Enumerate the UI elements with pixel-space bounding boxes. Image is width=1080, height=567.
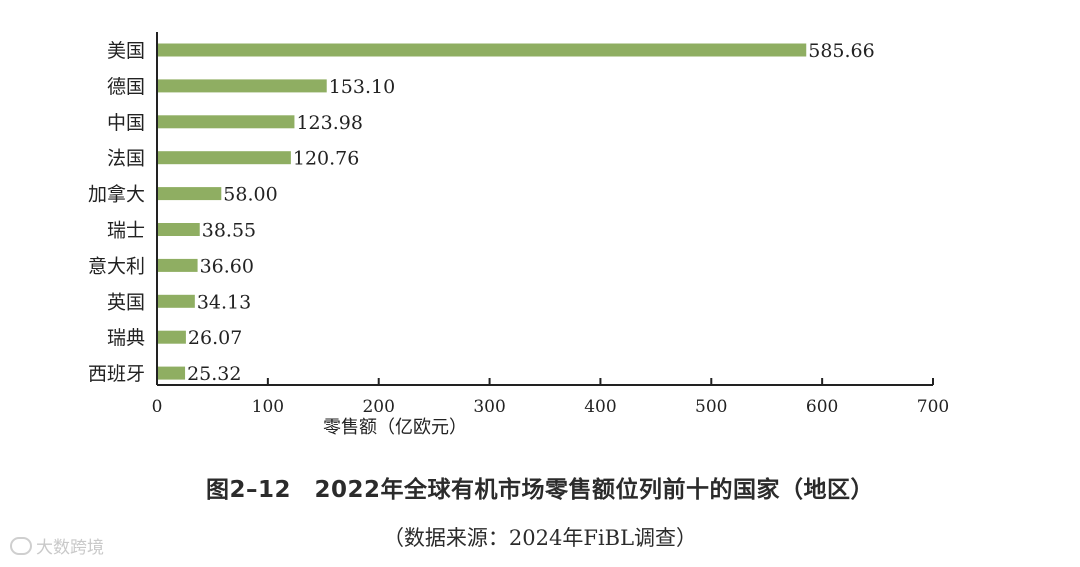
category-label: 意大利 <box>88 255 145 277</box>
bar <box>157 295 195 308</box>
category-label: 瑞士 <box>107 220 145 242</box>
x-tick-label: 600 <box>806 397 838 417</box>
category-label: 法国 <box>107 148 145 170</box>
figure-title: 图2–12 2022年全球有机市场零售额位列前十的国家（地区） <box>0 470 1080 504</box>
bar <box>157 151 291 164</box>
value-label: 120.76 <box>293 148 359 170</box>
value-label: 585.66 <box>808 40 874 62</box>
bar <box>157 44 806 57</box>
category-label: 英国 <box>107 291 145 313</box>
value-label: 25.32 <box>187 363 241 385</box>
value-label: 36.60 <box>200 255 254 277</box>
x-tick-label: 100 <box>252 397 284 417</box>
x-tick-label: 300 <box>473 397 505 417</box>
category-label: 瑞典 <box>107 327 145 349</box>
bar <box>157 367 185 380</box>
category-label: 德国 <box>107 76 145 98</box>
bar <box>157 79 327 92</box>
bar <box>157 115 294 128</box>
value-label: 34.13 <box>197 291 251 313</box>
category-label: 美国 <box>107 40 145 62</box>
figure-source: （数据来源：2024年FiBL调查） <box>0 522 1080 552</box>
x-axis-ticks: 0 100 200 300 400 500 600 700 <box>152 378 950 417</box>
x-tick-label: 400 <box>584 397 616 417</box>
logo-icon <box>10 537 32 555</box>
watermark: 大数跨境 <box>10 533 104 558</box>
category-label: 加拿大 <box>88 183 145 206</box>
bar <box>157 223 200 236</box>
x-tick-label: 200 <box>362 397 394 417</box>
x-tick-label: 500 <box>695 397 727 417</box>
bar <box>157 259 198 272</box>
category-label: 中国 <box>107 112 145 134</box>
value-label: 153.10 <box>329 76 395 98</box>
value-label: 26.07 <box>188 327 242 349</box>
bar <box>157 331 186 344</box>
x-axis-title: 零售额（亿欧元） <box>323 417 467 438</box>
watermark-text: 大数跨境 <box>36 533 104 558</box>
value-label: 58.00 <box>223 184 277 206</box>
x-tick-label: 0 <box>152 397 163 417</box>
category-label: 西班牙 <box>88 363 145 385</box>
bar-series <box>157 44 806 380</box>
bar <box>157 187 221 200</box>
value-label: 38.55 <box>202 220 256 242</box>
x-tick-label: 700 <box>917 397 949 417</box>
value-label: 123.98 <box>296 112 362 134</box>
